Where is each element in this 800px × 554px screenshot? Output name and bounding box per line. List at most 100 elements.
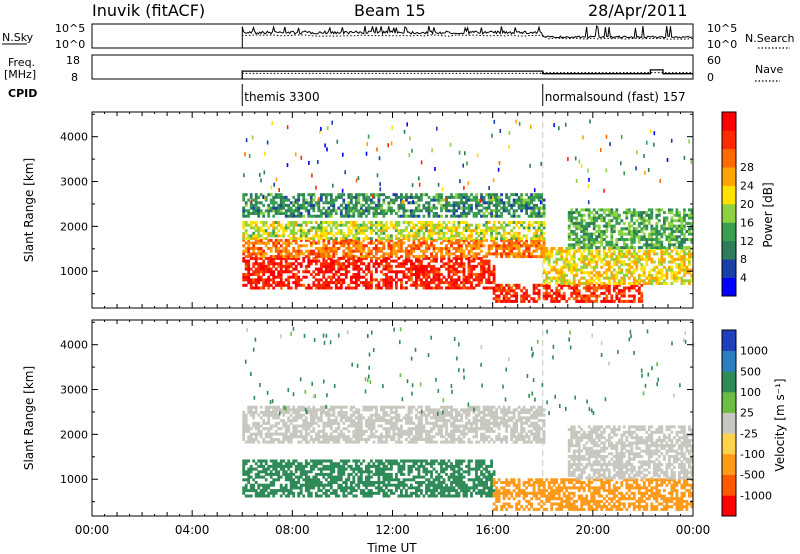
heatmap-cell (670, 273, 674, 277)
heatmap-cell (244, 262, 248, 266)
heatmap-cell (382, 223, 386, 227)
heatmap-cell (332, 262, 336, 266)
heatmap-cell (365, 214, 368, 218)
heatmap-cell (665, 282, 669, 285)
heatmap-cell (532, 297, 536, 301)
heatmap-cell (294, 152, 297, 157)
heatmap-cell (678, 257, 681, 261)
heatmap-cell (407, 478, 411, 482)
heatmap-cell (317, 270, 321, 274)
heatmap-cell (450, 237, 453, 241)
heatmap-cell (560, 286, 564, 290)
heatmap-cell (319, 267, 323, 271)
heatmap-cell (440, 281, 443, 285)
heatmap-cell (462, 264, 466, 268)
heatmap-cell (452, 256, 456, 260)
heatmap-cell (264, 470, 268, 474)
heatmap-cell (580, 246, 584, 250)
heatmap-cell (652, 232, 656, 236)
heatmap-cell (505, 247, 508, 250)
heatmap-cell (600, 283, 604, 287)
heatmap-cell (475, 229, 478, 233)
heatmap-cell (415, 195, 418, 199)
heatmap-cell (342, 234, 346, 238)
heatmap-cell (314, 273, 318, 276)
heatmap-cell (279, 259, 283, 263)
heatmap-cell (269, 193, 273, 197)
heatmap-cell (315, 185, 317, 190)
heatmap-cell (660, 224, 664, 228)
heatmap-cell (645, 213, 649, 217)
heatmap-cell (247, 241, 251, 245)
heatmap-cell (680, 255, 684, 259)
heatmap-cell (440, 226, 443, 230)
heatmap-cell (327, 255, 331, 259)
heatmap-cell (359, 247, 363, 250)
heatmap-cell (250, 199, 253, 204)
heatmap-cell (322, 286, 326, 290)
heatmap-cell (447, 475, 451, 479)
heatmap-cell (560, 271, 564, 275)
heatmap-cell (400, 470, 403, 474)
heatmap-cell (354, 234, 358, 238)
heatmap-cell (382, 489, 386, 493)
heatmap-cell (630, 232, 634, 236)
heatmap-cell (495, 203, 498, 207)
heatmap-cell (317, 223, 321, 227)
heatmap-cell (575, 219, 579, 223)
power-ylabel: Slant Range [km] (22, 158, 36, 262)
heatmap-cell (685, 257, 689, 261)
heatmap-cell (332, 264, 336, 268)
heatmap-cell (420, 229, 423, 233)
noise-panel: N.Sky 10^5 10^0 10^5 10^0 N.Search (2, 22, 795, 51)
heatmap-cell (432, 467, 436, 471)
heatmap-cell (587, 216, 591, 220)
heatmap-cell (262, 281, 266, 285)
heatmap-cell (342, 256, 346, 260)
heatmap-cell (324, 234, 328, 238)
heatmap-cell (683, 246, 686, 250)
heatmap-cell (322, 270, 326, 274)
heatmap-cell (620, 255, 624, 259)
heatmap-cell (380, 255, 383, 259)
heatmap-cell (412, 234, 416, 238)
heatmap-cell (547, 282, 551, 285)
heatmap-cell (482, 273, 486, 276)
heatmap-cell (259, 234, 263, 238)
heatmap-cell (284, 262, 288, 266)
heatmap-cell (302, 198, 306, 202)
heatmap-cell (527, 201, 531, 205)
heatmap-cell (314, 256, 318, 260)
heatmap-cell (505, 209, 508, 213)
heatmap-cell (339, 475, 343, 479)
heatmap-cell (492, 244, 496, 248)
heatmap-cell (607, 219, 611, 223)
heatmap-cell (517, 203, 521, 207)
heatmap-cell (482, 214, 486, 218)
heatmap-cell (347, 475, 351, 479)
heatmap-cell (410, 252, 413, 256)
heatmap-cell (382, 278, 386, 282)
heatmap-cell (400, 264, 403, 268)
heatmap-cell (407, 238, 411, 242)
heatmap-cell (392, 201, 396, 205)
heatmap-cell (259, 209, 263, 213)
heatmap-cell (390, 489, 393, 493)
heatmap-cell (525, 193, 528, 197)
heatmap-cell (517, 214, 521, 218)
heatmap-cell (367, 472, 371, 476)
heatmap-cell (372, 262, 376, 266)
heatmap-cell (390, 462, 393, 466)
heatmap-cell (334, 231, 338, 235)
heatmap-cell (387, 278, 391, 282)
heatmap-cell (297, 478, 301, 482)
heatmap-cell (342, 491, 346, 495)
heatmap-cell (575, 208, 579, 212)
heatmap-cell (332, 281, 336, 285)
heatmap-cell (575, 291, 579, 295)
heatmap-cell (425, 270, 428, 274)
heatmap-cell (605, 221, 609, 225)
heatmap-cell (352, 273, 356, 276)
heatmap-cell (545, 294, 549, 298)
heatmap-cell (244, 489, 248, 493)
